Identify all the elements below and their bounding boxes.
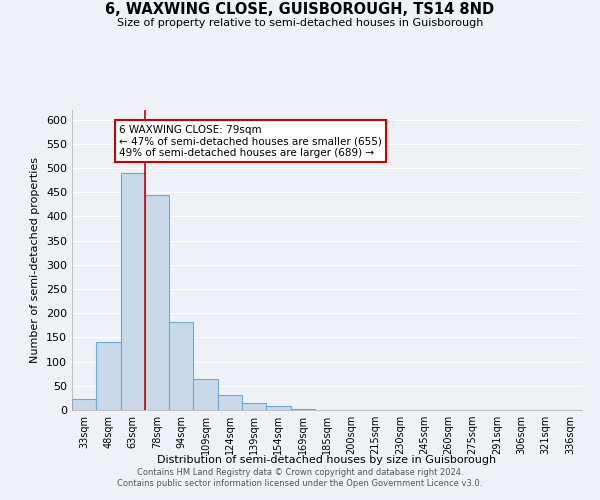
Text: Size of property relative to semi-detached houses in Guisborough: Size of property relative to semi-detach… <box>117 18 483 28</box>
Bar <box>169 322 193 410</box>
Text: 6 WAXWING CLOSE: 79sqm
← 47% of semi-detached houses are smaller (655)
49% of se: 6 WAXWING CLOSE: 79sqm ← 47% of semi-det… <box>119 124 382 158</box>
Bar <box>218 394 242 410</box>
Bar <box>145 194 169 410</box>
Text: Distribution of semi-detached houses by size in Guisborough: Distribution of semi-detached houses by … <box>157 455 497 465</box>
Bar <box>193 378 218 410</box>
Text: Contains HM Land Registry data © Crown copyright and database right 2024.
Contai: Contains HM Land Registry data © Crown c… <box>118 468 482 487</box>
Bar <box>266 406 290 410</box>
Text: 6, WAXWING CLOSE, GUISBOROUGH, TS14 8ND: 6, WAXWING CLOSE, GUISBOROUGH, TS14 8ND <box>106 2 494 18</box>
Bar <box>290 409 315 410</box>
Bar <box>72 399 96 410</box>
Bar <box>242 402 266 410</box>
Bar <box>96 342 121 410</box>
Bar <box>121 173 145 410</box>
Y-axis label: Number of semi-detached properties: Number of semi-detached properties <box>31 157 40 363</box>
